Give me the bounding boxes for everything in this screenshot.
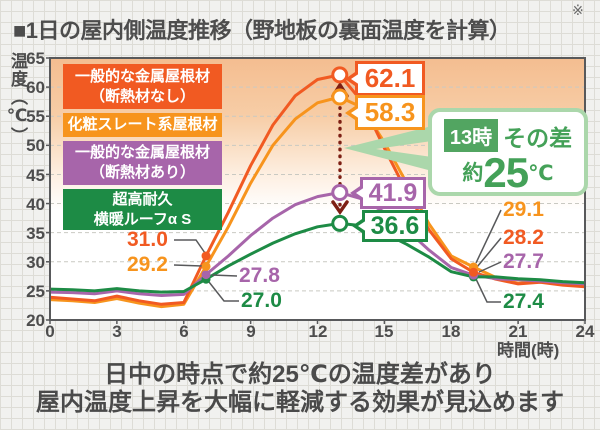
y-tick-25: 25 bbox=[26, 282, 45, 301]
data-dot bbox=[201, 270, 211, 280]
x-tick-15: 15 bbox=[374, 322, 394, 341]
caption-line-1: 日中の時点で約25℃の温度差があり bbox=[104, 361, 496, 388]
series-line-3 bbox=[49, 221, 586, 294]
time-badge: 13時 bbox=[443, 119, 499, 152]
leader-lines bbox=[173, 209, 502, 303]
x-tick-0: 0 bbox=[45, 322, 55, 341]
x-tick-12: 12 bbox=[308, 322, 328, 341]
x-tick-6: 6 bbox=[179, 322, 189, 341]
peak-value: 36.6 bbox=[370, 211, 420, 240]
y-axis-title: 温度（℃） bbox=[8, 52, 27, 145]
x-tick-24: 24 bbox=[575, 322, 595, 341]
legend-item-metal-no-insulation: 一般的な金属屋根材 （断熱材なし） bbox=[63, 64, 222, 109]
legend-label: 横暖ルーフα S bbox=[93, 210, 192, 228]
value-box-peak-58-3: 58.3 bbox=[345, 95, 425, 130]
legend-label: （断熱材なし） bbox=[89, 87, 195, 105]
legend-label: 化粧スレート系屋根材 bbox=[67, 116, 218, 133]
peak-value: 62.1 bbox=[364, 63, 416, 93]
footnote-mark: ※ bbox=[572, 2, 584, 18]
legend-label: （断熱材あり） bbox=[89, 164, 195, 181]
diff-value: 25 bbox=[483, 149, 529, 196]
data-dot bbox=[201, 261, 211, 271]
legend-label: 一般的な金属屋根材 bbox=[74, 144, 210, 161]
approx-label: 約 bbox=[462, 162, 484, 185]
point-label-27-8: 27.8 bbox=[239, 264, 280, 287]
value-box-peak-36-6: 36.6 bbox=[352, 210, 428, 242]
data-dot bbox=[469, 267, 479, 277]
peak-ring-marker-3 bbox=[331, 214, 349, 232]
peak-ring-marker-1 bbox=[331, 88, 349, 106]
data-dot bbox=[201, 251, 211, 261]
y-tick-55: 55 bbox=[26, 107, 45, 126]
callout-tail bbox=[344, 126, 432, 171]
x-tick-21: 21 bbox=[508, 322, 528, 341]
y-tick-60: 60 bbox=[26, 78, 45, 97]
peak-value: 41.9 bbox=[368, 178, 418, 207]
y-tick-20: 20 bbox=[26, 311, 45, 330]
value-box-peak-62-1: 62.1 bbox=[345, 61, 425, 96]
value-box-peak-41-9: 41.9 bbox=[350, 177, 426, 209]
x-tick-9: 9 bbox=[246, 322, 256, 341]
legend-item-slate-roof: 化粧スレート系屋根材 bbox=[63, 113, 222, 137]
y-tick-45: 45 bbox=[26, 166, 45, 185]
point-label-29-1: 29.1 bbox=[503, 198, 544, 221]
y-tick-40: 40 bbox=[26, 195, 45, 214]
point-label-27-7: 27.7 bbox=[503, 250, 544, 273]
page-title: ■1日の屋内側温度推移（野地板の裏面温度を計算） bbox=[13, 18, 511, 43]
y-tick-35: 35 bbox=[26, 224, 45, 243]
point-label-27-4: 27.4 bbox=[503, 290, 544, 313]
caption-line-2: 屋内温度上昇を大幅に軽減する効果が見込めます bbox=[36, 389, 564, 416]
diff-label: その差 bbox=[503, 125, 573, 151]
peak-ring-marker-2 bbox=[331, 183, 349, 201]
legend-item-metal-insulated: 一般的な金属屋根材 （断熱材あり） bbox=[63, 141, 222, 185]
diff-unit: ℃ bbox=[528, 162, 554, 185]
series-line-2 bbox=[49, 191, 586, 297]
legend-label: 一般的な金属屋根材 bbox=[74, 67, 210, 85]
legend-item-yokodan-roof: 超高耐久 横暖ルーフα S bbox=[63, 189, 222, 230]
point-label-29-2: 29.2 bbox=[127, 253, 168, 276]
callout-row-time: 13時 その差 bbox=[432, 119, 584, 153]
point-label-31-0: 31.0 bbox=[127, 228, 168, 251]
y-tick-65: 65 bbox=[26, 49, 45, 68]
legend-label: 超高耐久 bbox=[112, 190, 173, 208]
point-label-27-0: 27.0 bbox=[241, 289, 282, 312]
difference-callout: 13時 その差 約25℃ bbox=[428, 108, 588, 196]
x-tick-18: 18 bbox=[441, 322, 461, 341]
point-label-28-2: 28.2 bbox=[503, 226, 544, 249]
peak-value: 58.3 bbox=[364, 97, 416, 127]
y-tick-50: 50 bbox=[26, 136, 45, 155]
callout-row-value: 約25℃ bbox=[432, 149, 584, 197]
y-tick-30: 30 bbox=[26, 253, 45, 272]
x-axis-title: 時間(時) bbox=[497, 341, 560, 360]
x-tick-3: 3 bbox=[112, 322, 122, 341]
